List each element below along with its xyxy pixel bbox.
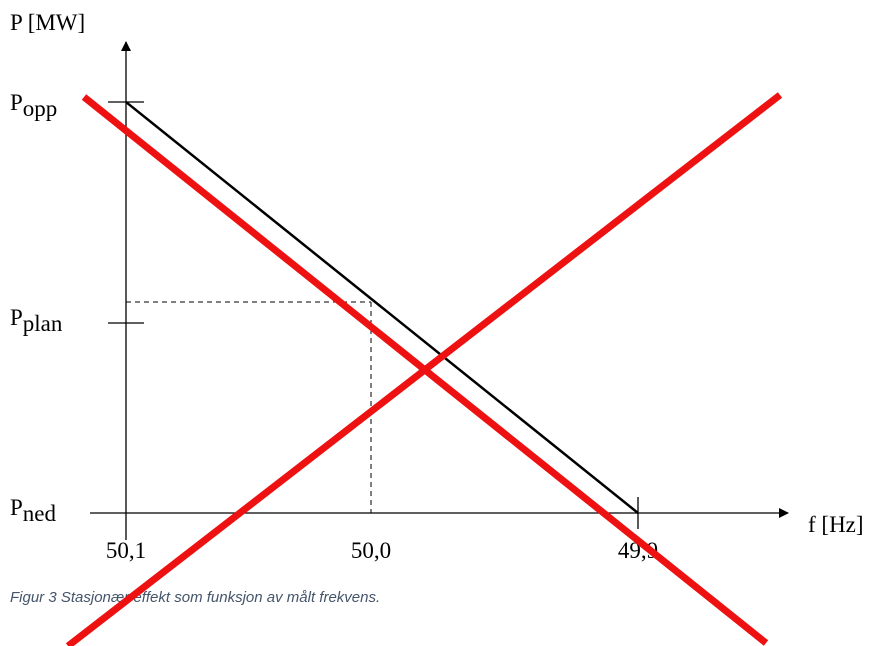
level-label: Pned (10, 495, 57, 526)
cross-stroke (65, 92, 783, 646)
x-tick-label: 50,0 (351, 538, 391, 563)
y-axis-label: P [MW] (10, 10, 85, 35)
x-tick-label: 50,1 (106, 538, 146, 563)
droop-line (125, 101, 639, 514)
x-axis-label: f [Hz] (808, 512, 864, 537)
caption: Figur 3 Stasjonær effekt som funksjon av… (10, 589, 380, 606)
level-label: Popp (10, 90, 57, 121)
level-label: Pplan (10, 305, 63, 336)
